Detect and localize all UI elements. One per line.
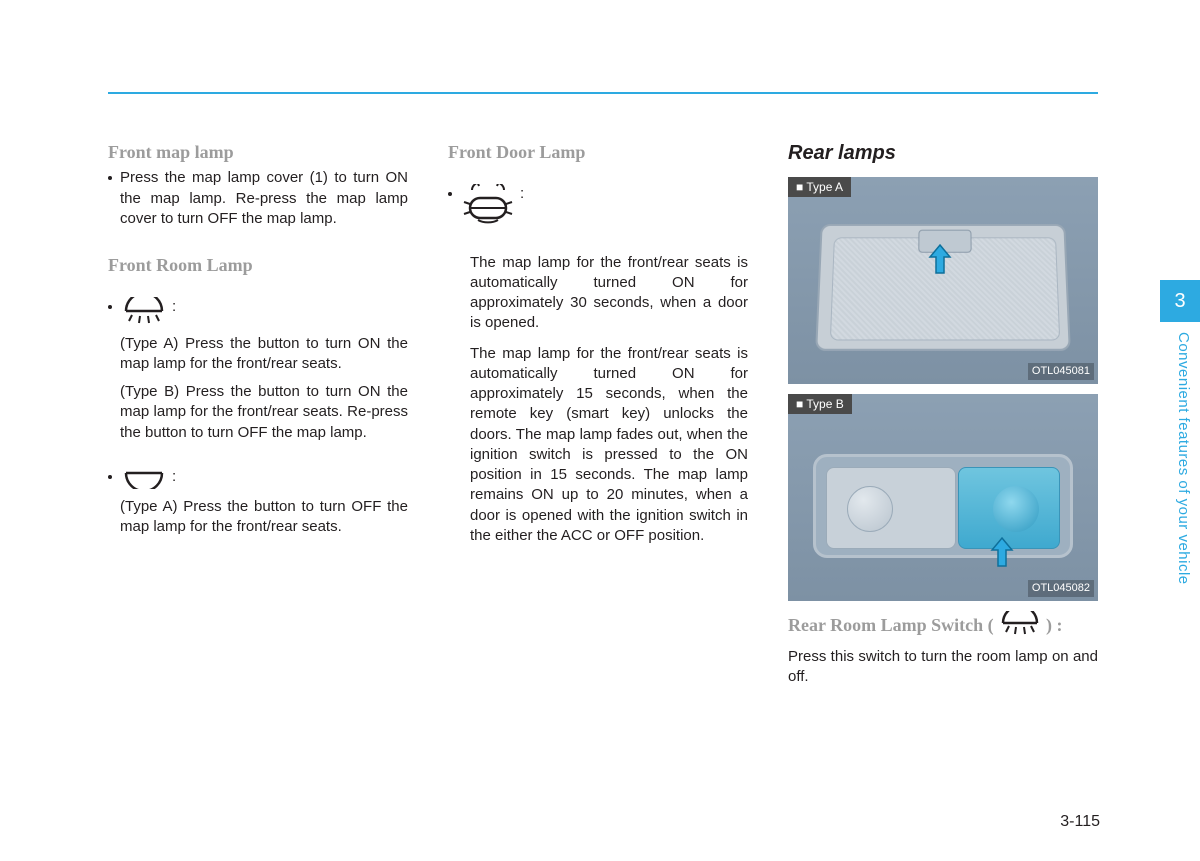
bullet-map-lamp: Press the map lamp cover (1) to turn ON … — [108, 168, 408, 229]
bullet-dot — [108, 475, 112, 479]
arrow-up-icon — [988, 536, 1016, 570]
column-2: Front Door Lamp : — [448, 140, 748, 687]
lamp-on-icon — [120, 297, 168, 331]
heading-rear-lamps: Rear lamps — [788, 140, 1098, 167]
column-1: Front map lamp Press the map lamp cover … — [108, 140, 408, 687]
door-para-2: The map lamp for the front/rear seats is… — [470, 344, 748, 547]
chapter-tab: 3 — [1160, 280, 1200, 322]
figure-a-label: ■ Type A — [788, 177, 851, 197]
figure-b-code: OTL045082 — [1028, 580, 1094, 597]
colon-text: : — [520, 184, 524, 204]
door-para-1: The map lamp for the front/rear seats is… — [470, 253, 748, 334]
lamp-b-housing — [813, 454, 1073, 558]
heading-front-door-lamp: Front Door Lamp — [448, 140, 748, 164]
colon-text: : — [172, 297, 176, 317]
para-map-lamp: Press the map lamp cover (1) to turn ON … — [120, 168, 408, 229]
rear-switch-suffix: ) : — [1046, 615, 1063, 635]
text-typeA-off: (Type A) Press the button to turn OFF th… — [120, 497, 408, 538]
chapter-title-vertical: Convenient features of your vehicle — [1175, 332, 1192, 585]
lamp-on-icon — [998, 611, 1042, 641]
bullet-dot — [108, 176, 112, 180]
text-typeB-on: (Type B) Press the button to turn ON the… — [120, 382, 408, 443]
figure-type-b: ■ Type B OTL045082 — [788, 394, 1098, 601]
arrow-up-icon — [926, 243, 954, 277]
bullet-dot — [448, 192, 452, 196]
lamp-off-icon — [120, 467, 168, 495]
door-lamp-icon — [460, 184, 516, 234]
rear-room-switch-heading: Rear Room Lamp Switch ( ) : — [788, 611, 1098, 641]
heading-front-room-lamp: Front Room Lamp — [108, 253, 408, 277]
rear-switch-text: Press this switch to turn the room lamp … — [788, 647, 1098, 688]
figure-type-a: ■ Type A OTL045081 — [788, 177, 1098, 384]
bullet-room-off: : — [108, 467, 408, 495]
page-number: 3-115 — [1060, 813, 1100, 831]
colon-text: : — [172, 467, 176, 487]
rear-switch-prefix: Rear Room Lamp Switch ( — [788, 615, 994, 635]
heading-front-map-lamp: Front map lamp — [108, 140, 408, 164]
figure-a-code: OTL045081 — [1028, 363, 1094, 380]
top-rule — [108, 92, 1098, 94]
bullet-dot — [108, 305, 112, 309]
figure-b-label: ■ Type B — [788, 394, 852, 414]
bullet-room-on: : — [108, 297, 408, 331]
bullet-door-lamp: : — [448, 184, 748, 234]
content-columns: Front map lamp Press the map lamp cover … — [108, 140, 1098, 687]
text-typeA-on: (Type A) Press the button to turn ON the… — [120, 334, 408, 375]
column-3: Rear lamps ■ Type A OTL045081 ■ Type B O… — [788, 140, 1098, 687]
